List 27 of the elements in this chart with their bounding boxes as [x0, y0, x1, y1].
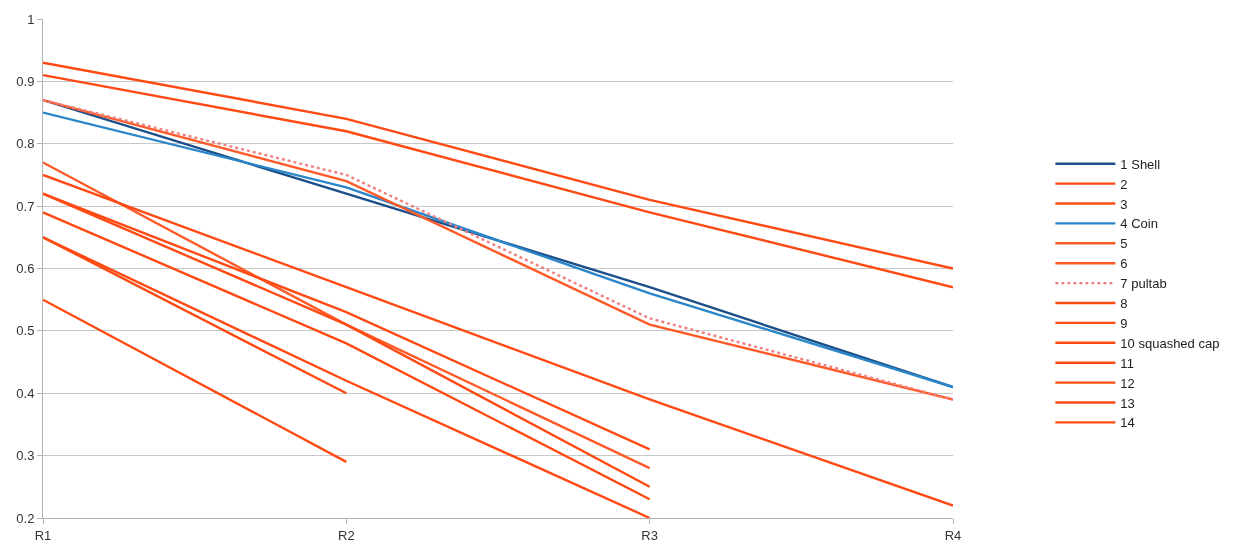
legend-label: 9: [1120, 315, 1128, 331]
y-tick-label: 0.3: [16, 448, 35, 464]
x-tick-label: R4: [944, 527, 962, 543]
legend-label: 11: [1120, 355, 1134, 371]
legend-label: 2: [1120, 176, 1128, 192]
legend-label: 14: [1120, 415, 1135, 431]
x-tick-label: R2: [338, 527, 355, 543]
y-tick-label: 0.8: [16, 136, 35, 152]
legend-label: 5: [1120, 236, 1128, 252]
legend-label: 12: [1120, 375, 1135, 391]
legend-label: 13: [1120, 395, 1135, 411]
x-tick-label: R1: [34, 527, 52, 543]
y-tick-label: 0.6: [16, 261, 35, 277]
y-tick-label: 0.2: [16, 510, 35, 526]
y-tick-label: 0.5: [16, 323, 35, 339]
legend-label: 3: [1120, 196, 1128, 212]
legend-label: 1 Shell: [1120, 156, 1161, 172]
legend-label: 6: [1120, 256, 1128, 272]
y-tick-label: 1: [27, 11, 35, 27]
y-tick-label: 0.9: [16, 73, 35, 89]
x-tick-label: R3: [641, 527, 658, 543]
legend-label: 4 Coin: [1120, 216, 1158, 232]
legend-label: 10 squashed cap: [1120, 335, 1220, 351]
legend-label: 8: [1120, 296, 1128, 312]
legend-label: 7 pultab: [1120, 276, 1167, 292]
y-tick-label: 0.4: [16, 385, 35, 401]
y-tick-label: 0.7: [16, 198, 35, 214]
